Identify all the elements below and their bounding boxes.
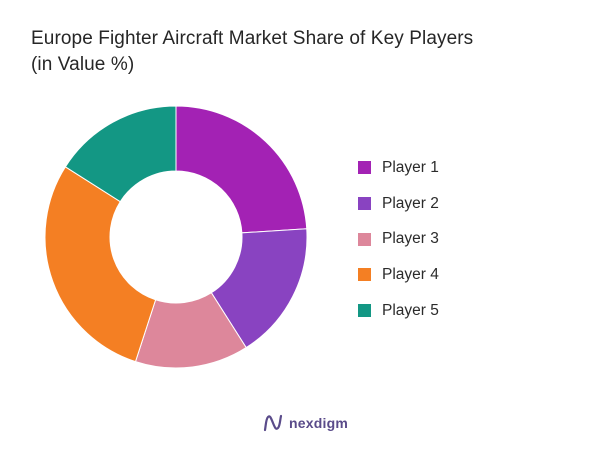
legend-label: Player 1 [382,158,439,176]
chart-title: Europe Fighter Aircraft Market Share of … [31,26,571,78]
legend-item-player-2: Player 2 [358,186,439,222]
nexdigm-logo-icon [263,414,283,432]
chart-title-line-1: Europe Fighter Aircraft Market Share of … [31,28,474,49]
donut-slice-player-1 [175,105,308,234]
chart-legend: Player 1 Player 2 Player 3 Player 4 Player 5 [358,150,439,328]
legend-swatch [358,268,371,282]
legend-label: Player 2 [382,194,439,212]
donut-slice-player-5 [64,105,177,203]
legend-item-player-3: Player 3 [358,221,439,257]
legend-swatch [358,304,371,318]
legend-item-player-1: Player 1 [358,150,439,186]
legend-label: Player 4 [382,265,439,283]
legend-swatch [358,232,371,246]
legend-label: Player 3 [382,230,439,248]
legend-swatch [358,161,371,175]
legend-label: Player 5 [382,301,439,319]
legend-item-player-4: Player 4 [358,257,439,293]
legend-swatch [358,197,371,211]
donut-slice-player-4 [44,166,157,363]
brand-name: nexdigm [289,415,348,431]
chart-title-line-2: (in Value %) [31,54,135,75]
legend-item-player-5: Player 5 [358,293,439,329]
brand-logo: nexdigm [262,414,348,432]
